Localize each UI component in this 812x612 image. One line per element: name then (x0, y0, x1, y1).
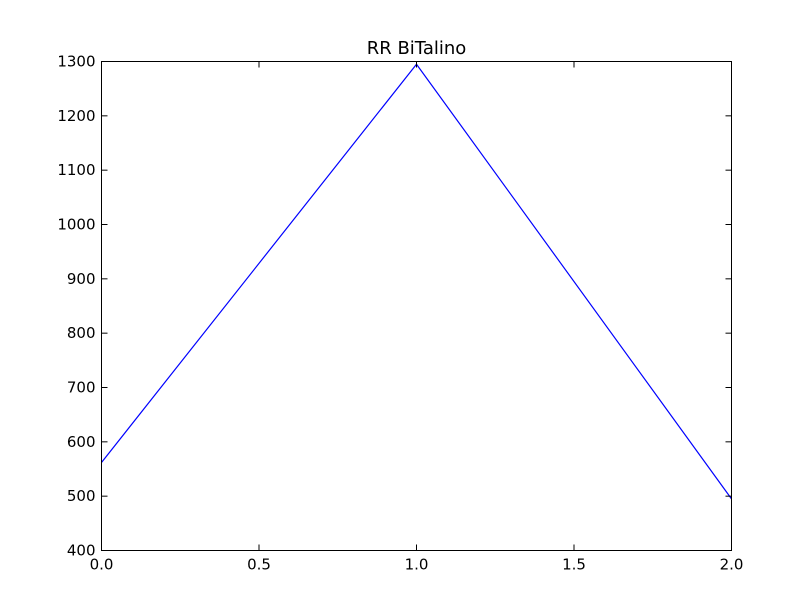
x-tick-label: 1.5 (562, 556, 586, 574)
x-tick-label: 0.0 (90, 556, 114, 574)
chart-title: RR BiTalino (367, 38, 467, 59)
y-tick-label: 1300 (57, 53, 95, 71)
y-tick-label: 800 (67, 324, 96, 342)
y-tick-label: 400 (67, 542, 96, 560)
y-tick-label: 1200 (57, 107, 95, 125)
y-tick-label: 1000 (57, 216, 95, 234)
y-tick-label: 700 (67, 379, 96, 397)
x-tick-label: 2.0 (720, 556, 744, 574)
x-tick-label: 0.5 (247, 556, 271, 574)
y-tick-label: 1100 (57, 161, 95, 179)
y-tick-label: 900 (67, 270, 96, 288)
plot-frame (101, 61, 732, 551)
x-tick-label: 1.0 (405, 556, 429, 574)
tick-layer: 0.0 0.5 1.0 1.5 2.0 400 500 600 700 800 900 1000 110… (57, 53, 743, 574)
y-tick-label: 600 (67, 433, 96, 451)
y-tick-label: 500 (67, 487, 96, 505)
